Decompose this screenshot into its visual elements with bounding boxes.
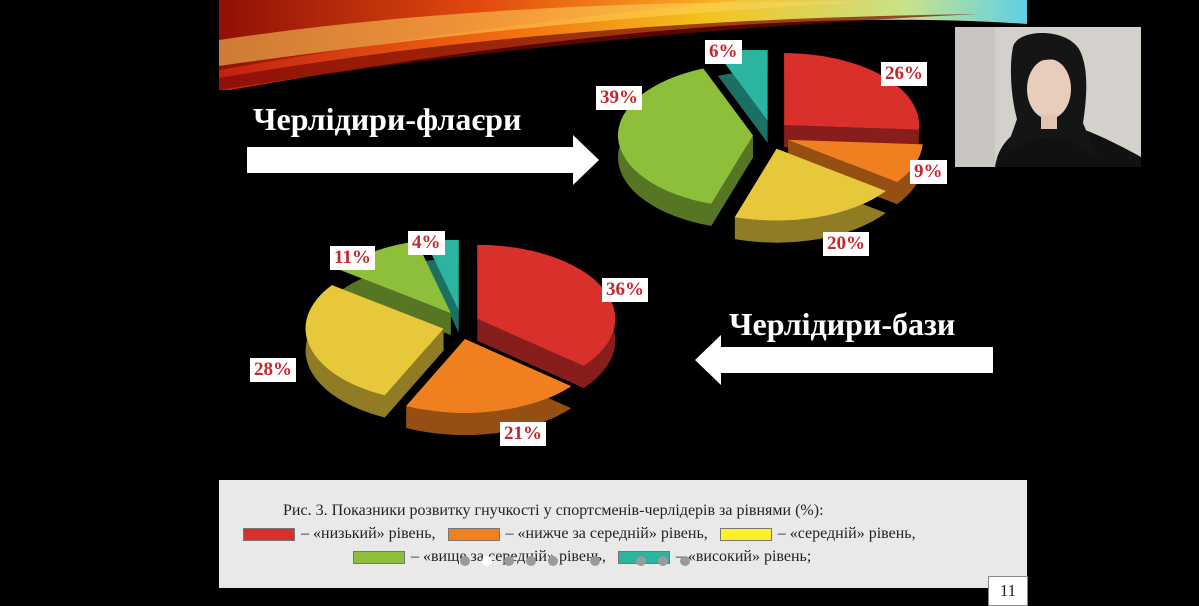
legend-swatch-below-avg <box>447 527 500 541</box>
nav-dot[interactable] <box>680 556 690 566</box>
nav-dot[interactable] <box>548 556 558 566</box>
page-number: 11 <box>988 576 1028 606</box>
bases-slice-below-avg <box>406 339 572 414</box>
title-bases: Черлідири-бази <box>729 306 956 342</box>
presenter-avatar <box>955 27 1141 167</box>
legend-swatch-avg <box>719 527 772 541</box>
nav-dot-active[interactable] <box>482 556 492 566</box>
pie-chart-bases <box>305 240 616 436</box>
flyers-slice-high <box>717 50 768 121</box>
nav-dot[interactable] <box>590 556 600 566</box>
arrow-left-icon <box>695 335 993 385</box>
bases-slice-avg <box>305 285 444 396</box>
legend-label-low: – «низький» рівень, <box>301 525 436 542</box>
legend-label-below-avg: – «нижче за середній» рівень, <box>505 525 708 542</box>
arrow-right-icon <box>247 135 599 185</box>
slide-banner <box>219 0 1027 90</box>
label-flyers-low: 26% <box>881 62 927 86</box>
nav-dot[interactable] <box>658 556 668 566</box>
label-flyers-avg: 20% <box>823 232 869 256</box>
label-bases-low: 36% <box>602 278 648 302</box>
flyers-slice-avg <box>734 148 886 221</box>
legend-label-avg: – «середній» рівень, <box>777 525 916 542</box>
nav-dot[interactable] <box>636 556 646 566</box>
flyers-slice-below-avg <box>787 139 923 183</box>
label-bases-below-avg: 21% <box>500 422 546 446</box>
label-bases-high: 4% <box>408 231 445 255</box>
nav-dot[interactable] <box>504 556 514 566</box>
bases-slice-side-high <box>424 240 459 333</box>
label-bases-above-avg: 11% <box>330 246 375 270</box>
nav-dot[interactable] <box>460 556 470 566</box>
bases-slice-low <box>477 244 616 367</box>
legend-row-1: – «низький» рівень, – «нижче за середній… <box>243 525 916 543</box>
flyers-slice-low <box>784 53 920 130</box>
label-flyers-below-avg: 9% <box>910 160 947 184</box>
nav-dot[interactable] <box>526 556 536 566</box>
flyers-slice-side-high <box>717 50 768 143</box>
caption-title: Рис. 3. Показники розвитку гнучкості у с… <box>283 502 824 519</box>
webcam-video[interactable] <box>955 27 1141 167</box>
label-flyers-high: 6% <box>705 40 742 64</box>
label-flyers-above-avg: 39% <box>596 86 642 110</box>
legend-label-high: – «високий» рівень; <box>675 548 812 565</box>
legend-swatch-low <box>243 527 295 541</box>
bases-slice-high <box>424 240 459 311</box>
figure-caption: Рис. 3. Показники розвитку гнучкості у с… <box>219 480 1027 588</box>
legend-swatch-above-avg <box>353 550 405 564</box>
label-bases-avg: 28% <box>250 358 296 382</box>
flyers-slice-above-avg <box>618 68 754 204</box>
title-flyers: Черлідири-флаєри <box>253 101 522 137</box>
legend-row-2: – «вище за середній» рівень, – «високий»… <box>353 548 811 566</box>
